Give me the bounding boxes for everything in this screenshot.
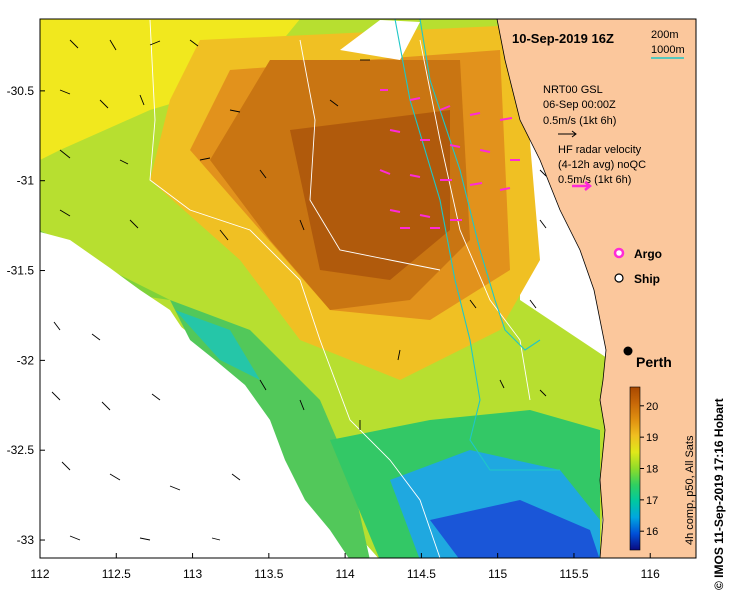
map-frame — [39, 18, 697, 559]
colorbar-tick-label: 19 — [646, 432, 658, 444]
land-area — [496, 19, 696, 558]
x-tick-label: 113 — [183, 567, 202, 581]
hf-legend-scale: 0.5m/s (1kt 6h) — [558, 174, 631, 186]
y-tick-label: -30.5 — [7, 84, 35, 98]
colorbar-tick-label: 20 — [646, 401, 658, 413]
no-data-region — [40, 232, 349, 558]
plot-area — [40, 19, 696, 558]
x-tick-label: 116 — [641, 567, 660, 581]
argo-label: Argo — [634, 247, 662, 261]
hf-legend-line2: (4-12h avg) noQC — [558, 159, 646, 171]
contour-1000m — [149, 19, 531, 558]
map-title: 10-Sep-2019 16Z — [512, 31, 614, 46]
hf-radar-arrows — [379, 89, 520, 229]
ship-marker-icon — [614, 273, 624, 283]
y-tick-label: -32 — [17, 353, 35, 367]
x-tick-label: 114 — [336, 567, 355, 581]
colorbar-label: 4h comp, p50, All Sats — [684, 435, 696, 545]
argo-marker-icon — [613, 247, 625, 259]
y-tick-label: -33 — [17, 533, 35, 547]
contour-200m — [394, 19, 560, 471]
credit-text: © IMOS 11-Sep-2019 17:16 Hobart — [712, 398, 726, 590]
colorbar-tick-label: 17 — [646, 495, 658, 507]
perth-label: Perth — [636, 354, 672, 370]
y-tick-label: -31 — [17, 174, 35, 188]
colorbar-tick-label: 18 — [646, 464, 658, 476]
ship-label: Ship — [634, 272, 660, 286]
x-axis: 112 112.5 113 113.5 114 114.5 115 115.5 116 — [30, 553, 660, 581]
x-tick-label: 112 — [30, 567, 49, 581]
x-tick-label: 114.5 — [407, 567, 436, 581]
x-tick-label: 113.5 — [254, 567, 283, 581]
gsl-legend-title: NRT00 GSL — [543, 84, 603, 96]
x-tick-label: 115 — [488, 567, 507, 581]
contour-200m-label: 200m — [651, 29, 679, 41]
x-tick-label: 115.5 — [559, 567, 588, 581]
y-tick-label: -31.5 — [7, 264, 35, 278]
gsl-legend-arrow — [558, 130, 577, 138]
x-tick-label: 112.5 — [102, 567, 131, 581]
colorbar-tick-label: 16 — [646, 526, 658, 538]
y-tick-label: -32.5 — [7, 443, 35, 457]
colorbar — [629, 386, 641, 551]
gsl-velocity-arrows — [51, 39, 547, 541]
colorbar-ticks: 20 19 18 17 16 — [640, 401, 658, 538]
hf-legend-line1: HF radar velocity — [558, 144, 642, 156]
y-axis: -30.5 -31 -31.5 -32 -32.5 -33 — [7, 84, 45, 547]
gsl-legend-scale: 0.5m/s (1kt 6h) — [543, 115, 616, 127]
sst-field — [40, 19, 610, 558]
hf-legend-arrow — [572, 181, 593, 191]
gsl-legend-date: 06-Sep 00:00Z — [543, 99, 616, 111]
contour-1000m-label: 1000m — [651, 44, 685, 56]
perth-marker — [623, 346, 633, 356]
